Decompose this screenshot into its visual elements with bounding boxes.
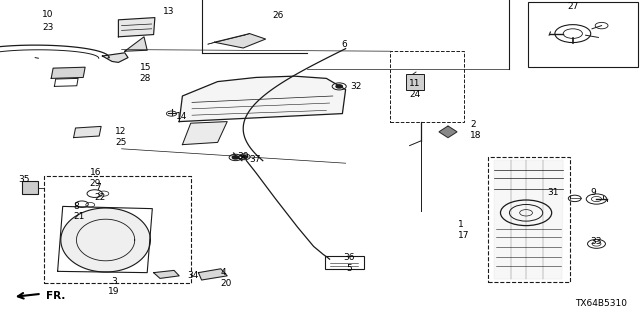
Polygon shape [179,76,346,122]
Text: 15: 15 [140,63,151,72]
Polygon shape [51,67,85,78]
Polygon shape [439,126,457,138]
Text: 20: 20 [221,279,232,288]
Text: 30: 30 [237,152,248,161]
Text: 25: 25 [115,138,127,147]
Text: 28: 28 [140,74,151,83]
Polygon shape [214,34,266,48]
Text: 23: 23 [42,23,54,32]
Text: 22: 22 [95,193,106,202]
Text: TX64B5310: TX64B5310 [575,299,627,308]
Circle shape [232,156,239,159]
Text: 36: 36 [343,253,355,262]
Text: 37: 37 [250,156,261,164]
Bar [390,51,464,122]
Text: 18: 18 [470,132,482,140]
Polygon shape [74,126,101,138]
Bar [22,181,38,194]
Text: 19: 19 [108,287,120,296]
Polygon shape [182,122,227,145]
Text: 2: 2 [470,120,476,129]
Text: FR.: FR. [46,291,65,301]
Text: 31: 31 [547,188,559,197]
Polygon shape [198,269,227,280]
Circle shape [336,85,342,88]
Text: 35: 35 [19,175,30,184]
Text: 27: 27 [567,2,579,11]
Bar [325,256,364,269]
Bar [406,74,424,90]
Text: 5: 5 [346,264,351,273]
Bar [528,2,638,67]
Text: 8: 8 [74,202,79,211]
Text: 24: 24 [409,90,420,99]
Text: 21: 21 [74,212,85,221]
Text: 26: 26 [272,12,284,20]
Text: 14: 14 [176,112,188,121]
Polygon shape [494,160,563,279]
Text: 4: 4 [221,268,227,277]
Text: 17: 17 [458,231,469,240]
Text: 33: 33 [590,237,602,246]
Polygon shape [154,270,179,278]
Bar [488,157,570,282]
Text: 16: 16 [90,168,101,177]
Text: 12: 12 [115,127,127,136]
Text: 13: 13 [163,7,175,16]
Polygon shape [118,18,155,37]
Text: 7: 7 [95,183,100,192]
Bar [44,176,191,283]
Text: 29: 29 [90,180,101,188]
Text: 11: 11 [409,79,420,88]
Circle shape [242,156,247,158]
Polygon shape [125,37,147,51]
Text: 34: 34 [187,271,198,280]
Text: 10: 10 [42,10,54,19]
Text: 1: 1 [458,220,463,229]
Polygon shape [102,53,128,62]
Text: 9: 9 [590,188,596,197]
Polygon shape [61,208,150,272]
Text: 32: 32 [351,82,362,91]
Text: 3: 3 [111,277,116,286]
Text: 6: 6 [342,40,347,49]
